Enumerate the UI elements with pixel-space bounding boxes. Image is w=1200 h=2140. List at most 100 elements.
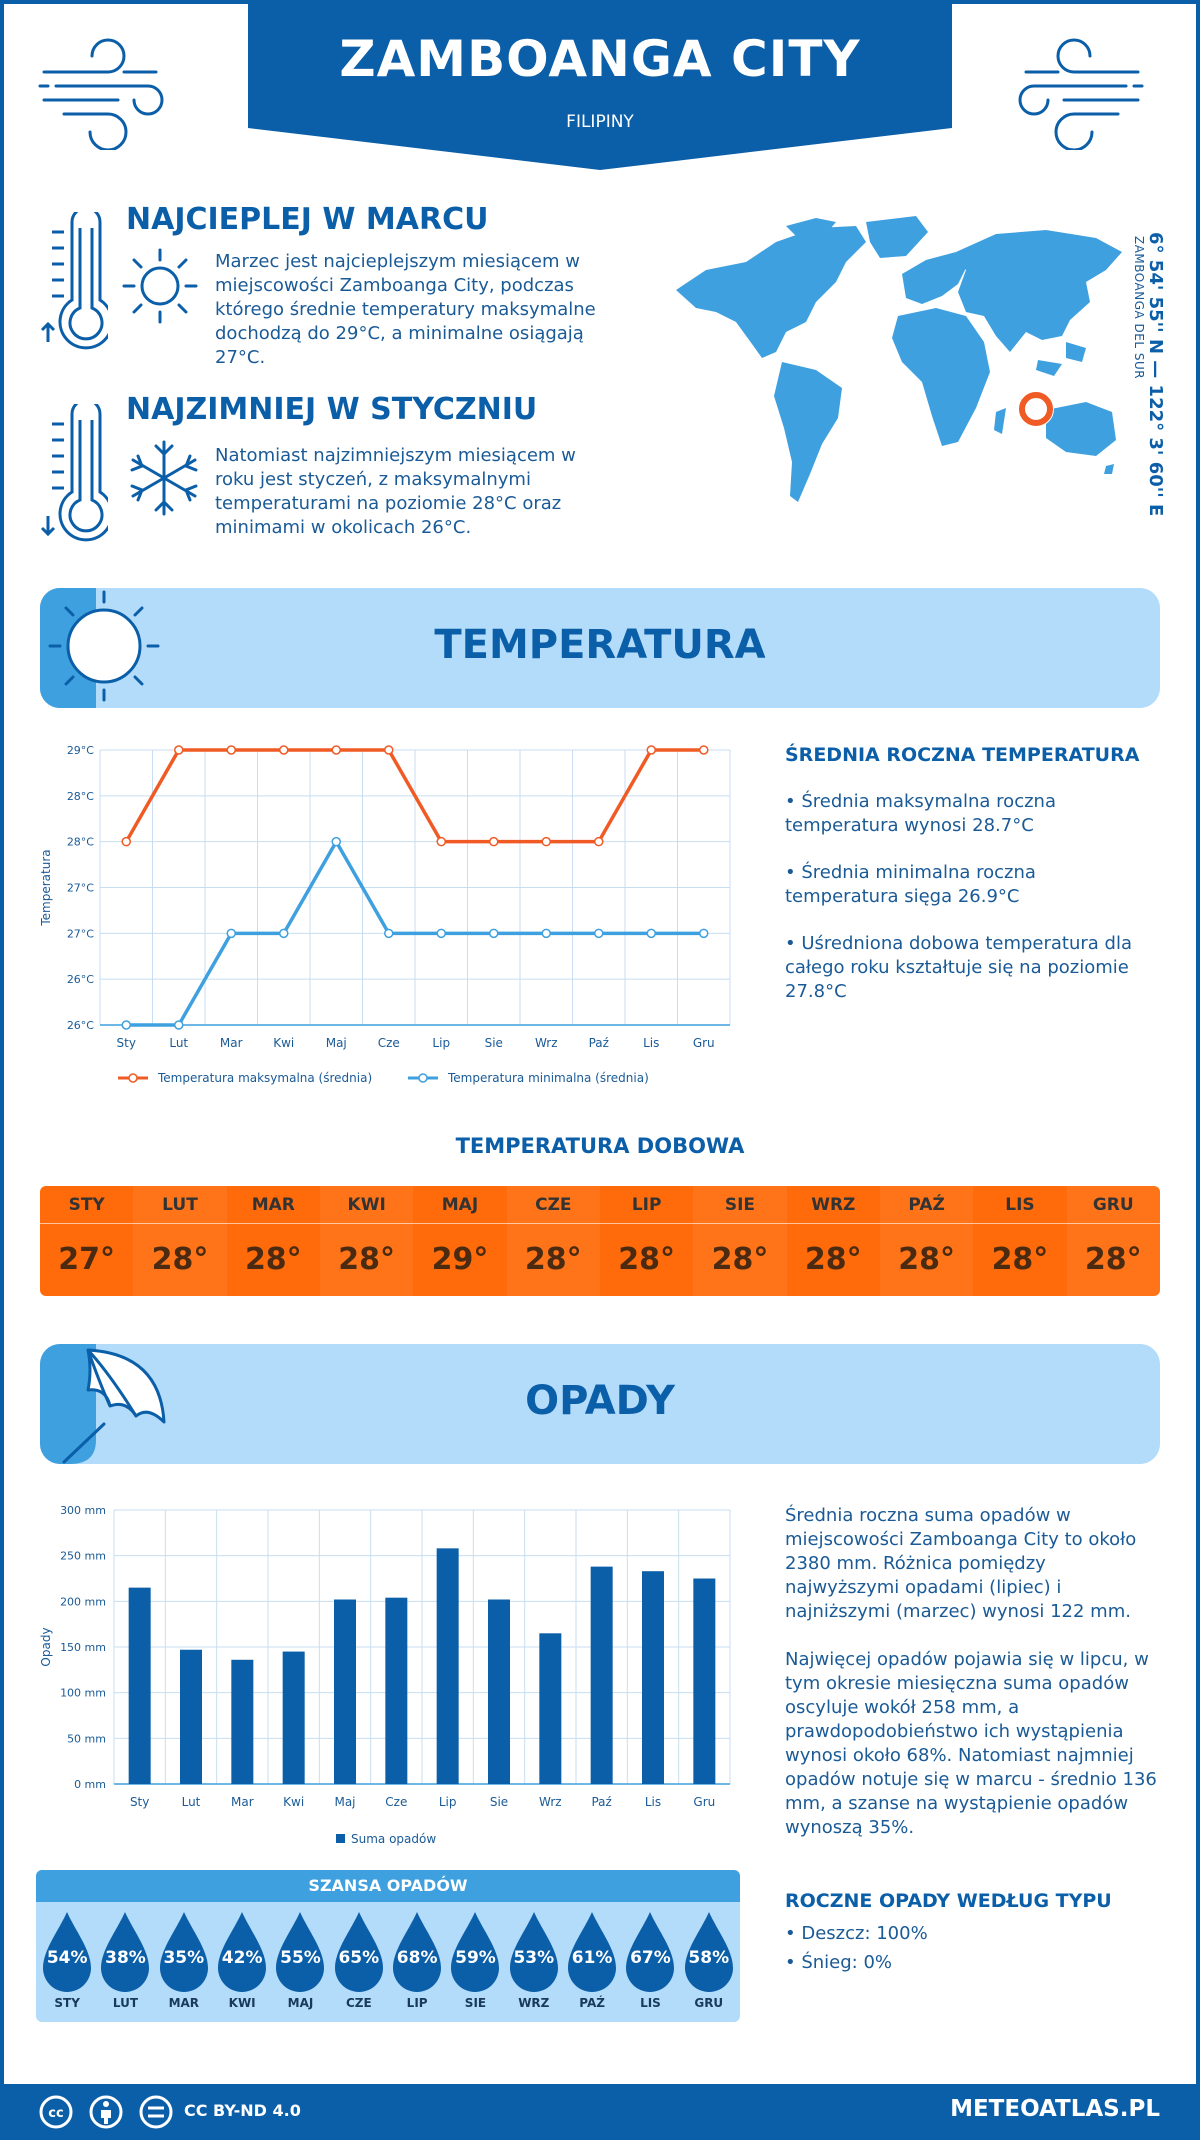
site-name[interactable]: METEOATLAS.PL — [950, 2096, 1160, 2122]
precip-banner: OPADY — [40, 1344, 1160, 1464]
sun-banner-icon — [40, 588, 160, 708]
bar — [334, 1599, 356, 1784]
chance-month: MAJ — [287, 1996, 314, 2010]
chance-month: STY — [54, 1996, 80, 2010]
wind-icon — [38, 38, 164, 150]
temperature-chart: 26°C 26°C 27°C 27°C 28°C 28°C 29°C Sty Lut Mar Kwi… — [39, 744, 731, 1085]
precip-chance-title: SZANSA OPADÓW — [36, 1870, 740, 1902]
x-tick-label: Paź — [591, 1795, 611, 1809]
hottest-title: NAJCIEPLEJ W MARCU — [126, 202, 489, 237]
y-tick-label: 27°C — [67, 882, 94, 895]
umbrella-icon — [40, 1344, 166, 1464]
y-axis-label: Temperatura — [39, 849, 53, 926]
bar — [693, 1578, 716, 1784]
chance-value: 55% — [280, 1948, 321, 1968]
daily-temp-table: STY 27° LUT 28° MAR 28° KWI 28° MAJ 29° CZE 28° LIP 2… — [40, 1186, 1160, 1296]
y-tick-label: 26°C — [67, 973, 94, 986]
bar — [282, 1651, 305, 1784]
x-tick-label: Paź — [589, 1036, 609, 1050]
chance-month: MAR — [168, 1996, 200, 2010]
x-tick-label: Lip — [432, 1036, 450, 1050]
bar — [231, 1659, 254, 1784]
y-tick-label: 26°C — [67, 1019, 94, 1032]
bar — [539, 1633, 562, 1784]
bar — [642, 1571, 664, 1784]
bar — [385, 1597, 408, 1784]
raindrop-icon — [568, 1912, 617, 1992]
y-axis-label: Opady — [39, 1627, 53, 1666]
data-point — [594, 836, 604, 847]
daily-month: LIP — [599, 1186, 694, 1224]
data-point — [594, 928, 604, 939]
license-text: CC BY-ND 4.0 — [184, 2101, 301, 2120]
y-tick-label: 50 mm — [67, 1732, 106, 1745]
daily-value: 29° — [431, 1242, 489, 1277]
legend-label: Suma opadów — [351, 1832, 436, 1846]
daily-month: STY — [40, 1186, 134, 1224]
bar — [180, 1649, 202, 1784]
data-point — [541, 836, 551, 847]
x-tick-label: Lut — [182, 1795, 201, 1809]
x-tick-label: Kwi — [283, 1795, 304, 1809]
daily-col: GRU 28° — [1066, 1186, 1160, 1296]
country-name: FILIPINY — [566, 112, 634, 132]
temp-bullet-avg: • Uśredniona dobowa temperatura dla całe… — [785, 933, 1133, 1002]
x-tick-label: Lip — [439, 1795, 457, 1809]
chance-month: GRU — [694, 1996, 724, 2010]
daily-value: 28° — [804, 1242, 862, 1277]
y-tick-label: 27°C — [67, 927, 94, 940]
daily-month: KWI — [319, 1186, 414, 1224]
y-tick-label: 100 mm — [60, 1687, 106, 1700]
chance-drop: 58% GRU — [680, 1910, 738, 2010]
daily-value: 28° — [618, 1242, 675, 1277]
precip-heading: OPADY — [525, 1378, 675, 1424]
y-tick-label: 28°C — [67, 790, 94, 803]
data-point — [699, 745, 709, 755]
header-band — [248, 0, 952, 170]
y-tick-label: 200 mm — [60, 1595, 106, 1608]
daily-month: PAŹ — [879, 1186, 974, 1224]
raindrop-icon — [509, 1912, 558, 1992]
chance-value: 59% — [455, 1948, 496, 1968]
data-point — [646, 745, 656, 755]
chance-drop: 54% STY — [38, 1910, 96, 2010]
data-point — [384, 745, 394, 755]
x-tick-label: Gru — [693, 1795, 715, 1809]
precip-type-snow: • Śnieg: 0% — [785, 1952, 893, 1973]
data-point — [699, 928, 709, 939]
x-tick-label: Gru — [693, 1036, 715, 1050]
chance-month: SIE — [464, 1996, 487, 2010]
license-icons: cc — [39, 2095, 173, 2129]
data-point — [331, 745, 341, 755]
precip-chart: 0 mm 50 mm 100 mm 150 mm 200 mm 250 mm 300 mm S… — [39, 1504, 731, 1846]
x-tick-label: Wrz — [539, 1795, 562, 1809]
precip-chance-drops: 54% STY 38% LUT 35% MAR 42% KWI 55% MAJ 65% CZE 68% L… — [36, 1902, 740, 2010]
daily-value: 28° — [151, 1242, 209, 1277]
precip-chance-box: SZANSA OPADÓW 54% STY 38% LUT 35% MAR 42% KWI 55… — [36, 1870, 740, 2022]
y-tick-label: 300 mm — [60, 1504, 106, 1517]
y-tick-label: 29°C — [67, 744, 94, 757]
daily-value: 27° — [58, 1242, 116, 1277]
precip-type-title: ROCZNE OPADY WEDŁUG TYPU — [785, 1890, 1112, 1912]
y-tick-label: 0 mm — [74, 1778, 106, 1791]
data-point — [541, 928, 551, 939]
chance-drop: 55% MAJ — [271, 1910, 329, 2010]
x-tick-label: Sie — [485, 1036, 503, 1050]
world-map — [676, 216, 1122, 502]
data-point — [489, 836, 499, 847]
city-title: ZAMBOANGA CITY — [339, 30, 861, 88]
x-tick-label: Sie — [490, 1795, 508, 1809]
chance-value: 67% — [630, 1948, 671, 1968]
chance-value: 42% — [221, 1948, 263, 1968]
data-point — [121, 836, 131, 847]
thermometer-hot-icon — [40, 212, 108, 350]
data-point — [174, 1020, 184, 1030]
y-tick-label: 150 mm — [60, 1641, 106, 1654]
daily-value: 28° — [991, 1242, 1049, 1277]
legend-marker — [128, 1073, 138, 1083]
raindrop-icon — [393, 1912, 442, 1992]
daily-value: 28° — [244, 1242, 302, 1277]
precip-text-2: Najwięcej opadów pojawia się w lipcu, w … — [785, 1649, 1157, 1838]
chance-month: PAŹ — [579, 1996, 605, 2010]
chance-value: 53% — [513, 1948, 555, 1968]
